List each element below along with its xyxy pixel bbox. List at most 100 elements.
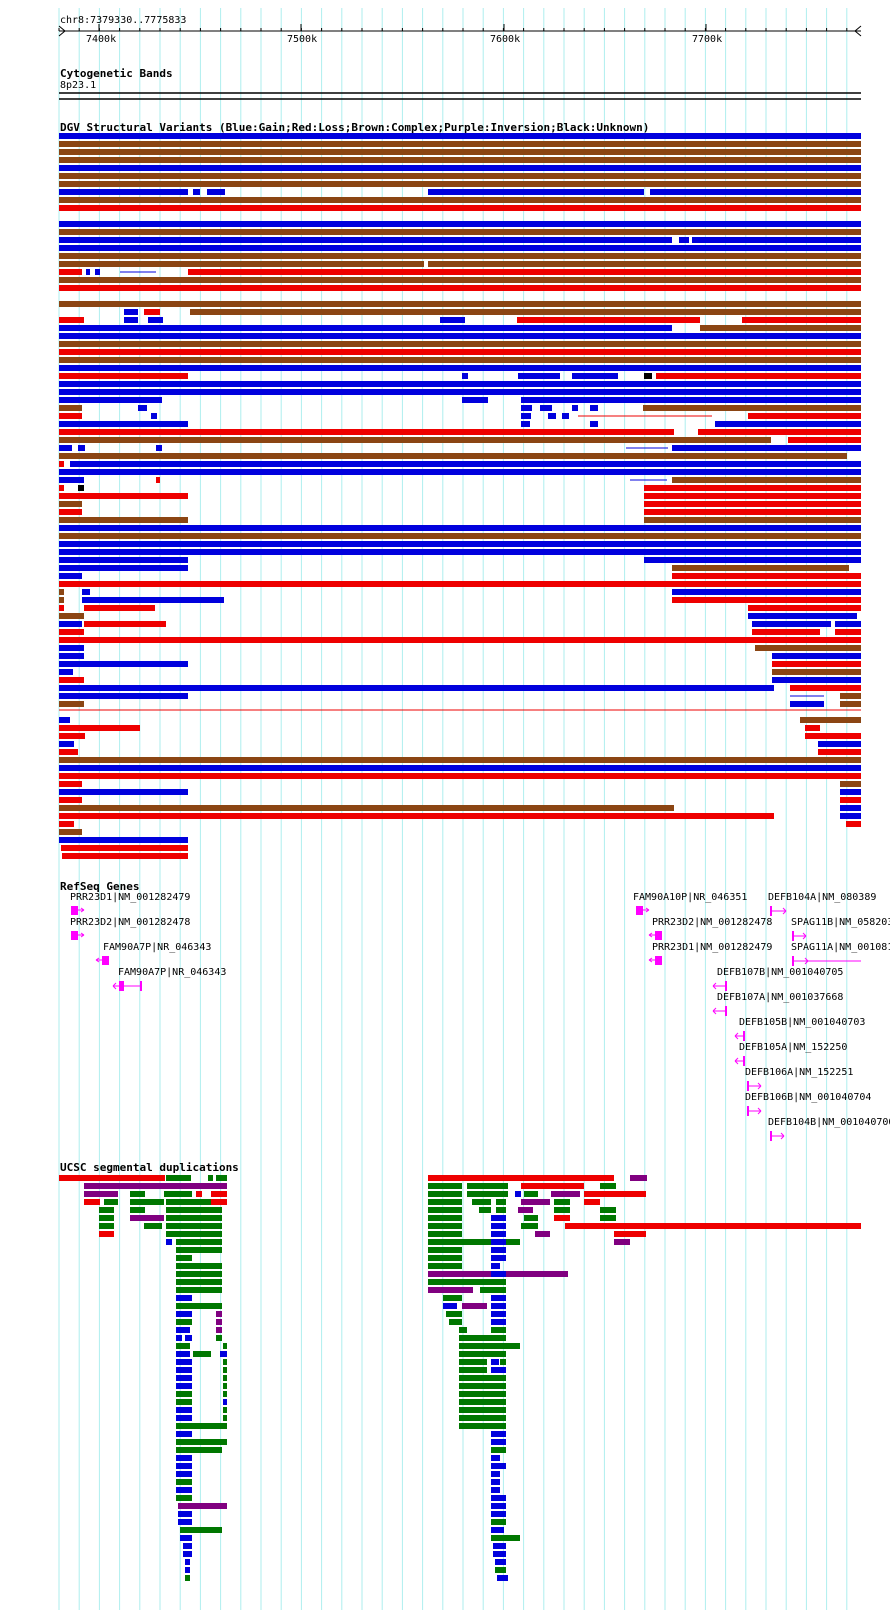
- dgv-variant[interactable]: [521, 397, 861, 403]
- dgv-variant[interactable]: [790, 701, 824, 707]
- segdup-feature[interactable]: [491, 1487, 500, 1493]
- gene-reverse-icon[interactable]: [655, 956, 662, 965]
- dgv-variant[interactable]: [156, 477, 160, 483]
- dgv-variant[interactable]: [59, 405, 82, 411]
- dgv-variant[interactable]: [156, 445, 162, 451]
- gene-forward-icon[interactable]: [71, 906, 78, 915]
- dgv-variant[interactable]: [59, 277, 861, 283]
- segdup-feature[interactable]: [223, 1359, 227, 1365]
- segdup-feature[interactable]: [176, 1415, 192, 1421]
- segdup-feature[interactable]: [459, 1383, 506, 1389]
- gene-label[interactable]: PRR23D1|NM_001282479: [70, 892, 191, 903]
- segdup-feature[interactable]: [459, 1359, 487, 1365]
- dgv-variant[interactable]: [59, 469, 861, 475]
- segdup-feature[interactable]: [176, 1399, 192, 1405]
- segdup-feature[interactable]: [176, 1271, 222, 1277]
- dgv-variant[interactable]: [95, 269, 100, 275]
- dgv-variant[interactable]: [59, 517, 188, 523]
- segdup-feature[interactable]: [223, 1391, 227, 1397]
- segdup-feature[interactable]: [495, 1567, 506, 1573]
- segdup-feature[interactable]: [500, 1359, 506, 1365]
- dgv-variant[interactable]: [59, 357, 861, 363]
- dgv-variant[interactable]: [62, 853, 188, 859]
- dgv-variant[interactable]: [772, 669, 861, 675]
- gene-label[interactable]: PRR23D1|NM_001282479: [652, 942, 773, 953]
- segdup-feature[interactable]: [459, 1327, 467, 1333]
- dgv-variant[interactable]: [59, 805, 674, 811]
- segdup-feature[interactable]: [491, 1215, 506, 1221]
- segdup-feature[interactable]: [491, 1359, 499, 1365]
- dgv-variant[interactable]: [644, 493, 861, 499]
- dgv-variant[interactable]: [59, 197, 861, 203]
- dgv-variant[interactable]: [59, 429, 674, 435]
- dgv-variant[interactable]: [644, 501, 861, 507]
- segdup-feature[interactable]: [551, 1191, 580, 1197]
- gene-reverse-icon[interactable]: [102, 956, 109, 965]
- dgv-variant[interactable]: [59, 813, 774, 819]
- dgv-variant[interactable]: [59, 493, 188, 499]
- dgv-variant[interactable]: [59, 341, 861, 347]
- segdup-feature[interactable]: [584, 1191, 646, 1197]
- dgv-variant[interactable]: [672, 589, 861, 595]
- segdup-feature[interactable]: [223, 1367, 227, 1373]
- dgv-variant[interactable]: [59, 837, 188, 843]
- dgv-variant[interactable]: [59, 509, 82, 515]
- dgv-variant[interactable]: [148, 317, 163, 323]
- segdup-feature[interactable]: [176, 1439, 227, 1445]
- segdup-feature[interactable]: [521, 1199, 550, 1205]
- segdup-feature[interactable]: [459, 1391, 506, 1397]
- segdup-feature[interactable]: [176, 1495, 192, 1501]
- gene-reverse-icon[interactable]: [655, 931, 662, 940]
- segdup-feature[interactable]: [521, 1183, 584, 1189]
- dgv-variant[interactable]: [790, 685, 861, 691]
- gene-label[interactable]: SPAG11A|NM_001081552: [791, 942, 890, 953]
- dgv-variant[interactable]: [59, 717, 70, 723]
- segdup-feature[interactable]: [524, 1191, 538, 1197]
- dgv-variant[interactable]: [692, 237, 861, 243]
- segdup-feature[interactable]: [565, 1223, 861, 1229]
- dgv-variant[interactable]: [190, 309, 861, 315]
- dgv-variant[interactable]: [644, 485, 861, 491]
- dgv-variant[interactable]: [59, 685, 774, 691]
- segdup-feature[interactable]: [176, 1343, 190, 1349]
- segdup-feature[interactable]: [459, 1367, 487, 1373]
- dgv-variant[interactable]: [644, 557, 861, 563]
- dgv-variant[interactable]: [755, 645, 861, 651]
- segdup-feature[interactable]: [428, 1263, 462, 1269]
- dgv-variant[interactable]: [462, 397, 488, 403]
- segdup-feature[interactable]: [491, 1295, 506, 1301]
- dgv-variant[interactable]: [540, 405, 552, 411]
- dgv-variant[interactable]: [748, 413, 861, 419]
- dgv-variant[interactable]: [59, 797, 82, 803]
- segdup-feature[interactable]: [176, 1391, 192, 1397]
- dgv-variant[interactable]: [644, 373, 652, 379]
- dgv-variant[interactable]: [840, 813, 861, 819]
- segdup-feature[interactable]: [166, 1239, 172, 1245]
- segdup-feature[interactable]: [428, 1191, 462, 1197]
- dgv-track-title[interactable]: DGV Structural Variants (Blue:Gain;Red:L…: [60, 121, 650, 134]
- dgv-variant[interactable]: [78, 445, 85, 451]
- segdup-feature[interactable]: [176, 1407, 192, 1413]
- dgv-variant[interactable]: [805, 725, 820, 731]
- dgv-variant[interactable]: [124, 317, 138, 323]
- dgv-variant[interactable]: [59, 581, 861, 587]
- segdup-feature[interactable]: [176, 1431, 192, 1437]
- dgv-variant[interactable]: [521, 421, 530, 427]
- segdup-feature[interactable]: [584, 1199, 600, 1205]
- dgv-variant[interactable]: [772, 653, 861, 659]
- dgv-variant[interactable]: [59, 181, 861, 187]
- gene-label[interactable]: PRR23D2|NM_001282478: [70, 917, 191, 928]
- dgv-variant[interactable]: [59, 381, 861, 387]
- dgv-variant[interactable]: [84, 605, 155, 611]
- segdup-feature[interactable]: [428, 1239, 520, 1245]
- dgv-variant[interactable]: [440, 317, 465, 323]
- segdup-feature[interactable]: [166, 1215, 222, 1221]
- segdup-feature[interactable]: [600, 1207, 616, 1213]
- dgv-variant[interactable]: [772, 677, 861, 683]
- segdup-feature[interactable]: [493, 1543, 506, 1549]
- segdup-feature[interactable]: [208, 1175, 213, 1181]
- dgv-variant[interactable]: [59, 373, 188, 379]
- segdup-feature[interactable]: [84, 1199, 100, 1205]
- dgv-variant[interactable]: [752, 629, 820, 635]
- segdup-feature[interactable]: [496, 1199, 506, 1205]
